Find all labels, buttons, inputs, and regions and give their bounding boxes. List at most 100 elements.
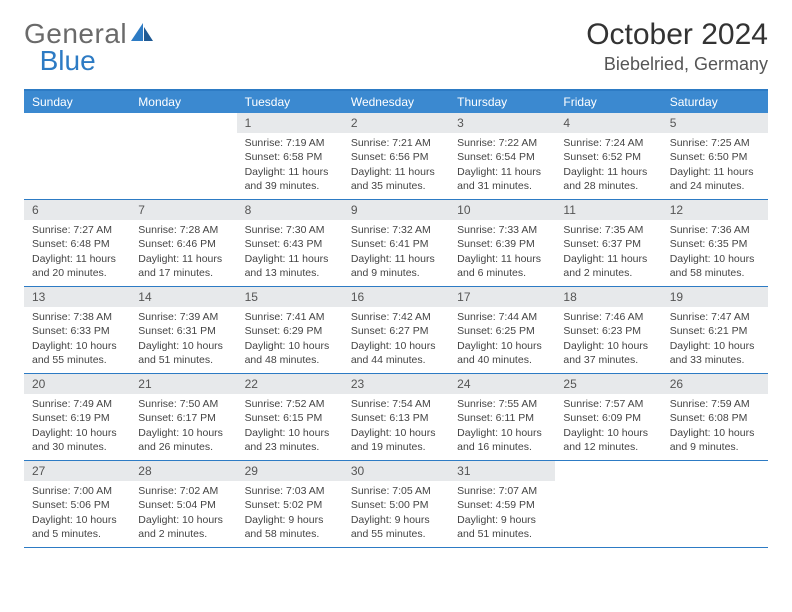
daylight1-text: Daylight: 11 hours [32, 252, 122, 266]
sunset-text: Sunset: 6:54 PM [457, 150, 547, 164]
daylight2-text: and 33 minutes. [670, 353, 760, 367]
sunset-text: Sunset: 5:04 PM [138, 498, 228, 512]
sunset-text: Sunset: 6:52 PM [563, 150, 653, 164]
calendar-week: 13Sunrise: 7:38 AMSunset: 6:33 PMDayligh… [24, 286, 768, 373]
cell-body: Sunrise: 7:25 AMSunset: 6:50 PMDaylight:… [662, 133, 768, 197]
day-number: 28 [130, 461, 236, 481]
daylight1-text: Daylight: 10 hours [351, 426, 441, 440]
day-number: 18 [555, 287, 661, 307]
day-header-row: SundayMondayTuesdayWednesdayThursdayFrid… [24, 91, 768, 113]
sunset-text: Sunset: 6:50 PM [670, 150, 760, 164]
sunrise-text: Sunrise: 7:07 AM [457, 484, 547, 498]
day-number: 17 [449, 287, 555, 307]
daylight1-text: Daylight: 11 hours [138, 252, 228, 266]
daylight1-text: Daylight: 11 hours [670, 165, 760, 179]
daylight2-text: and 23 minutes. [245, 440, 335, 454]
daylight2-text: and 20 minutes. [32, 266, 122, 280]
daylight2-text: and 13 minutes. [245, 266, 335, 280]
day-number: 31 [449, 461, 555, 481]
sunrise-text: Sunrise: 7:39 AM [138, 310, 228, 324]
cell-body: Sunrise: 7:55 AMSunset: 6:11 PMDaylight:… [449, 394, 555, 458]
daylight1-text: Daylight: 10 hours [245, 339, 335, 353]
daylight2-text: and 24 minutes. [670, 179, 760, 193]
daylight1-text: Daylight: 10 hours [670, 426, 760, 440]
calendar-cell: 27Sunrise: 7:00 AMSunset: 5:06 PMDayligh… [24, 461, 130, 547]
sunrise-text: Sunrise: 7:52 AM [245, 397, 335, 411]
calendar-week: 6Sunrise: 7:27 AMSunset: 6:48 PMDaylight… [24, 199, 768, 286]
calendar-cell [555, 461, 661, 547]
cell-body: Sunrise: 7:27 AMSunset: 6:48 PMDaylight:… [24, 220, 130, 284]
calendar-cell: 26Sunrise: 7:59 AMSunset: 6:08 PMDayligh… [662, 374, 768, 460]
cell-body: Sunrise: 7:19 AMSunset: 6:58 PMDaylight:… [237, 133, 343, 197]
sunrise-text: Sunrise: 7:28 AM [138, 223, 228, 237]
cell-body: Sunrise: 7:39 AMSunset: 6:31 PMDaylight:… [130, 307, 236, 371]
calendar-cell: 4Sunrise: 7:24 AMSunset: 6:52 PMDaylight… [555, 113, 661, 199]
sunset-text: Sunset: 6:25 PM [457, 324, 547, 338]
daylight1-text: Daylight: 11 hours [563, 252, 653, 266]
daylight1-text: Daylight: 10 hours [245, 426, 335, 440]
calendar-cell: 31Sunrise: 7:07 AMSunset: 4:59 PMDayligh… [449, 461, 555, 547]
sunset-text: Sunset: 6:09 PM [563, 411, 653, 425]
sunset-text: Sunset: 6:08 PM [670, 411, 760, 425]
daylight1-text: Daylight: 10 hours [457, 339, 547, 353]
sunrise-text: Sunrise: 7:22 AM [457, 136, 547, 150]
calendar-cell: 24Sunrise: 7:55 AMSunset: 6:11 PMDayligh… [449, 374, 555, 460]
daylight1-text: Daylight: 10 hours [138, 513, 228, 527]
daylight1-text: Daylight: 10 hours [457, 426, 547, 440]
day-number: 8 [237, 200, 343, 220]
calendar-cell: 11Sunrise: 7:35 AMSunset: 6:37 PMDayligh… [555, 200, 661, 286]
sunrise-text: Sunrise: 7:24 AM [563, 136, 653, 150]
day-number: 23 [343, 374, 449, 394]
calendar-cell: 16Sunrise: 7:42 AMSunset: 6:27 PMDayligh… [343, 287, 449, 373]
daylight1-text: Daylight: 10 hours [32, 513, 122, 527]
day-number: 21 [130, 374, 236, 394]
daylight1-text: Daylight: 10 hours [32, 426, 122, 440]
calendar-cell: 5Sunrise: 7:25 AMSunset: 6:50 PMDaylight… [662, 113, 768, 199]
sunrise-text: Sunrise: 7:00 AM [32, 484, 122, 498]
daylight2-text: and 51 minutes. [138, 353, 228, 367]
daylight2-text: and 5 minutes. [32, 527, 122, 541]
calendar-week: 1Sunrise: 7:19 AMSunset: 6:58 PMDaylight… [24, 113, 768, 199]
daylight1-text: Daylight: 11 hours [457, 252, 547, 266]
sunset-text: Sunset: 6:19 PM [32, 411, 122, 425]
calendar-cell: 2Sunrise: 7:21 AMSunset: 6:56 PMDaylight… [343, 113, 449, 199]
calendar-cell: 21Sunrise: 7:50 AMSunset: 6:17 PMDayligh… [130, 374, 236, 460]
sunrise-text: Sunrise: 7:02 AM [138, 484, 228, 498]
day-number: 30 [343, 461, 449, 481]
cell-body: Sunrise: 7:49 AMSunset: 6:19 PMDaylight:… [24, 394, 130, 458]
day-number: 20 [24, 374, 130, 394]
daylight1-text: Daylight: 10 hours [670, 252, 760, 266]
daylight1-text: Daylight: 10 hours [563, 426, 653, 440]
sunset-text: Sunset: 6:27 PM [351, 324, 441, 338]
calendar-cell: 17Sunrise: 7:44 AMSunset: 6:25 PMDayligh… [449, 287, 555, 373]
calendar-cell: 12Sunrise: 7:36 AMSunset: 6:35 PMDayligh… [662, 200, 768, 286]
sunrise-text: Sunrise: 7:33 AM [457, 223, 547, 237]
daylight2-text: and 35 minutes. [351, 179, 441, 193]
daylight1-text: Daylight: 10 hours [32, 339, 122, 353]
cell-body: Sunrise: 7:00 AMSunset: 5:06 PMDaylight:… [24, 481, 130, 545]
cell-body: Sunrise: 7:52 AMSunset: 6:15 PMDaylight:… [237, 394, 343, 458]
sunset-text: Sunset: 6:23 PM [563, 324, 653, 338]
sunset-text: Sunset: 5:06 PM [32, 498, 122, 512]
sunset-text: Sunset: 6:35 PM [670, 237, 760, 251]
day-number: 19 [662, 287, 768, 307]
daylight1-text: Daylight: 11 hours [245, 165, 335, 179]
calendar-cell: 30Sunrise: 7:05 AMSunset: 5:00 PMDayligh… [343, 461, 449, 547]
calendar-cell: 18Sunrise: 7:46 AMSunset: 6:23 PMDayligh… [555, 287, 661, 373]
daylight2-text: and 31 minutes. [457, 179, 547, 193]
day-number: 5 [662, 113, 768, 133]
day-header-cell: Wednesday [343, 91, 449, 113]
sunrise-text: Sunrise: 7:35 AM [563, 223, 653, 237]
sunset-text: Sunset: 6:37 PM [563, 237, 653, 251]
daylight2-text: and 51 minutes. [457, 527, 547, 541]
cell-body: Sunrise: 7:36 AMSunset: 6:35 PMDaylight:… [662, 220, 768, 284]
calendar: SundayMondayTuesdayWednesdayThursdayFrid… [24, 89, 768, 548]
sunset-text: Sunset: 6:29 PM [245, 324, 335, 338]
cell-body: Sunrise: 7:28 AMSunset: 6:46 PMDaylight:… [130, 220, 236, 284]
sunset-text: Sunset: 6:33 PM [32, 324, 122, 338]
cell-body: Sunrise: 7:02 AMSunset: 5:04 PMDaylight:… [130, 481, 236, 545]
sunset-text: Sunset: 6:56 PM [351, 150, 441, 164]
sunrise-text: Sunrise: 7:19 AM [245, 136, 335, 150]
day-number: 29 [237, 461, 343, 481]
day-header-cell: Sunday [24, 91, 130, 113]
